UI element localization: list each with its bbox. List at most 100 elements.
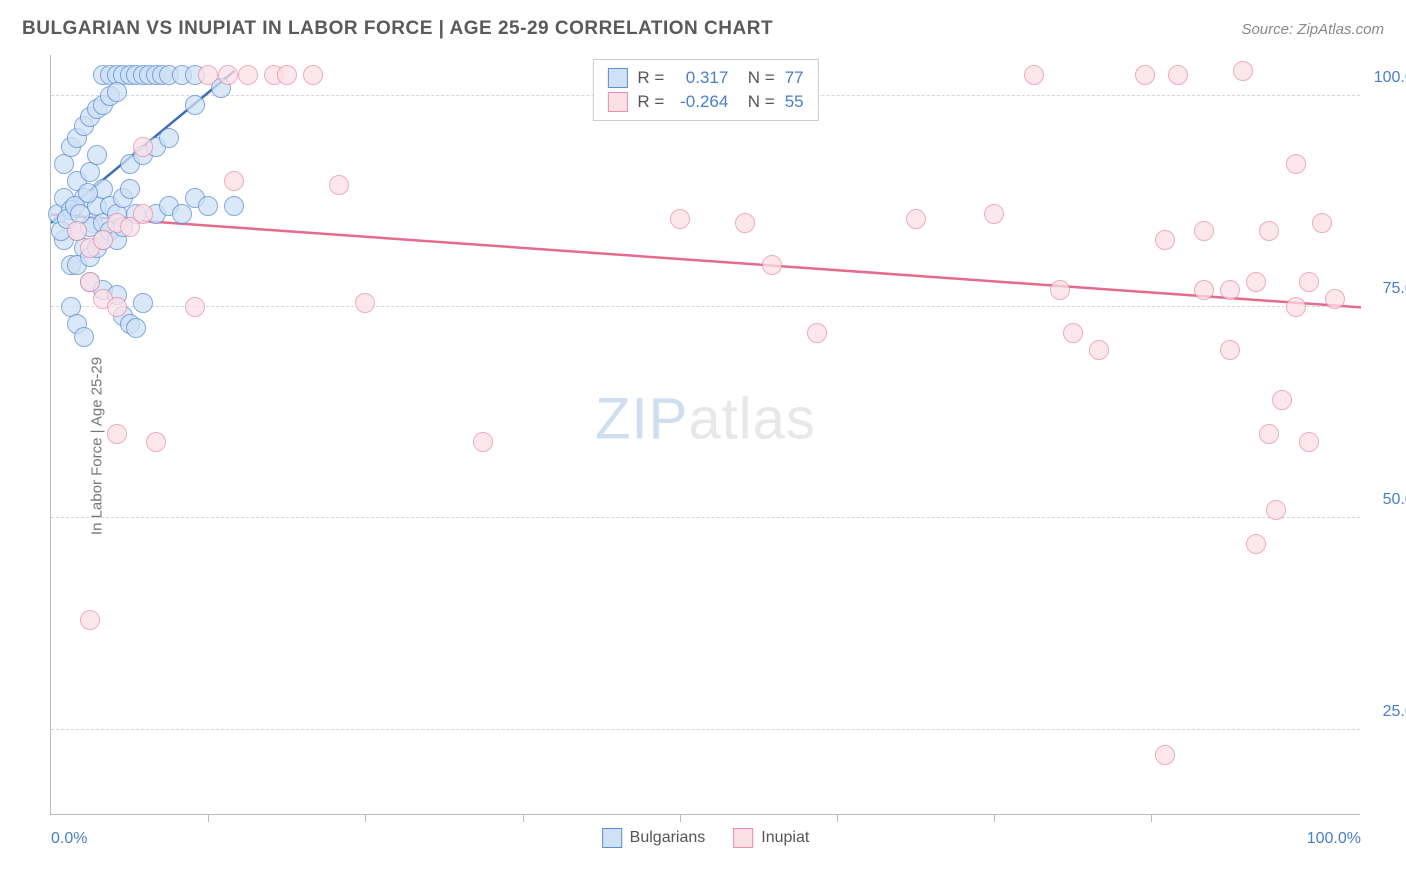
data-point bbox=[93, 230, 113, 250]
data-point bbox=[1135, 65, 1155, 85]
data-point bbox=[80, 610, 100, 630]
data-point bbox=[1299, 432, 1319, 452]
data-point bbox=[224, 196, 244, 216]
trendlines bbox=[51, 54, 1361, 814]
data-point bbox=[906, 209, 926, 229]
data-point bbox=[1312, 213, 1332, 233]
data-point bbox=[133, 204, 153, 224]
r-value: 0.317 bbox=[674, 68, 728, 88]
data-point bbox=[107, 424, 127, 444]
data-point bbox=[146, 432, 166, 452]
data-point bbox=[1155, 745, 1175, 765]
data-point bbox=[67, 221, 87, 241]
legend-item: Bulgarians bbox=[602, 828, 706, 848]
legend-swatch bbox=[602, 828, 622, 848]
x-tick bbox=[365, 814, 366, 822]
y-tick-label: 25.0% bbox=[1383, 703, 1406, 721]
data-point bbox=[1220, 340, 1240, 360]
data-point bbox=[735, 213, 755, 233]
legend-row: R = -0.264 N = 55 bbox=[607, 90, 803, 114]
data-point bbox=[807, 323, 827, 343]
y-tick-label: 75.0% bbox=[1383, 280, 1406, 298]
data-point bbox=[1168, 65, 1188, 85]
gridline bbox=[51, 306, 1360, 307]
data-point bbox=[126, 318, 146, 338]
n-label: N = bbox=[738, 68, 774, 88]
x-tick bbox=[680, 814, 681, 822]
data-point bbox=[133, 137, 153, 157]
data-point bbox=[1155, 230, 1175, 250]
data-point bbox=[329, 175, 349, 195]
r-label: R = bbox=[637, 68, 664, 88]
gridline bbox=[51, 729, 1360, 730]
data-point bbox=[1299, 272, 1319, 292]
data-point bbox=[1063, 323, 1083, 343]
data-point bbox=[107, 297, 127, 317]
x-tick bbox=[1151, 814, 1152, 822]
data-point bbox=[74, 327, 94, 347]
data-point bbox=[1246, 534, 1266, 554]
legend-swatch bbox=[607, 68, 627, 88]
data-point bbox=[78, 183, 98, 203]
y-tick-label: 100.0% bbox=[1374, 69, 1406, 87]
data-point bbox=[1286, 297, 1306, 317]
scatter-chart: ZIPatlas 25.0%50.0%75.0%100.0%0.0%100.0%… bbox=[50, 55, 1360, 815]
chart-title: BULGARIAN VS INUPIAT IN LABOR FORCE | AG… bbox=[22, 18, 773, 40]
data-point bbox=[185, 297, 205, 317]
x-tick bbox=[994, 814, 995, 822]
data-point bbox=[1050, 280, 1070, 300]
data-point bbox=[1246, 272, 1266, 292]
x-tick-label: 100.0% bbox=[1307, 830, 1361, 848]
data-point bbox=[1259, 424, 1279, 444]
legend-row: R = 0.317 N = 77 bbox=[607, 66, 803, 90]
data-point bbox=[1089, 340, 1109, 360]
data-point bbox=[238, 65, 258, 85]
data-point bbox=[355, 293, 375, 313]
data-point bbox=[762, 255, 782, 275]
data-point bbox=[80, 272, 100, 292]
data-point bbox=[1272, 390, 1292, 410]
data-point bbox=[670, 209, 690, 229]
x-tick bbox=[208, 814, 209, 822]
legend-label: Bulgarians bbox=[630, 829, 706, 847]
data-point bbox=[1024, 65, 1044, 85]
correlation-legend: R = 0.317 N = 77 R = -0.264 N = 55 bbox=[592, 59, 818, 121]
data-point bbox=[303, 65, 323, 85]
data-point bbox=[1233, 61, 1253, 81]
legend-swatch bbox=[607, 92, 627, 112]
data-point bbox=[224, 171, 244, 191]
n-value: 77 bbox=[785, 68, 804, 88]
watermark: ZIPatlas bbox=[595, 386, 816, 453]
n-label: N = bbox=[738, 92, 774, 112]
data-point bbox=[198, 65, 218, 85]
data-point bbox=[107, 82, 127, 102]
data-point bbox=[1220, 280, 1240, 300]
data-point bbox=[277, 65, 297, 85]
data-point bbox=[1259, 221, 1279, 241]
data-point bbox=[185, 95, 205, 115]
data-point bbox=[172, 204, 192, 224]
data-point bbox=[1194, 280, 1214, 300]
r-value: -0.264 bbox=[674, 92, 728, 112]
legend-label: Inupiat bbox=[761, 829, 809, 847]
x-tick bbox=[837, 814, 838, 822]
data-point bbox=[1286, 154, 1306, 174]
data-point bbox=[133, 293, 153, 313]
y-tick-label: 50.0% bbox=[1383, 491, 1406, 509]
n-value: 55 bbox=[785, 92, 804, 112]
data-point bbox=[473, 432, 493, 452]
series-legend: Bulgarians Inupiat bbox=[602, 828, 810, 848]
x-tick bbox=[523, 814, 524, 822]
data-point bbox=[1266, 500, 1286, 520]
data-point bbox=[1194, 221, 1214, 241]
data-point bbox=[159, 128, 179, 148]
legend-swatch bbox=[733, 828, 753, 848]
data-point bbox=[218, 65, 238, 85]
gridline bbox=[51, 517, 1360, 518]
data-point bbox=[984, 204, 1004, 224]
legend-item: Inupiat bbox=[733, 828, 809, 848]
r-label: R = bbox=[637, 92, 664, 112]
data-point bbox=[198, 196, 218, 216]
source-label: Source: ZipAtlas.com bbox=[1241, 21, 1384, 38]
data-point bbox=[120, 179, 140, 199]
